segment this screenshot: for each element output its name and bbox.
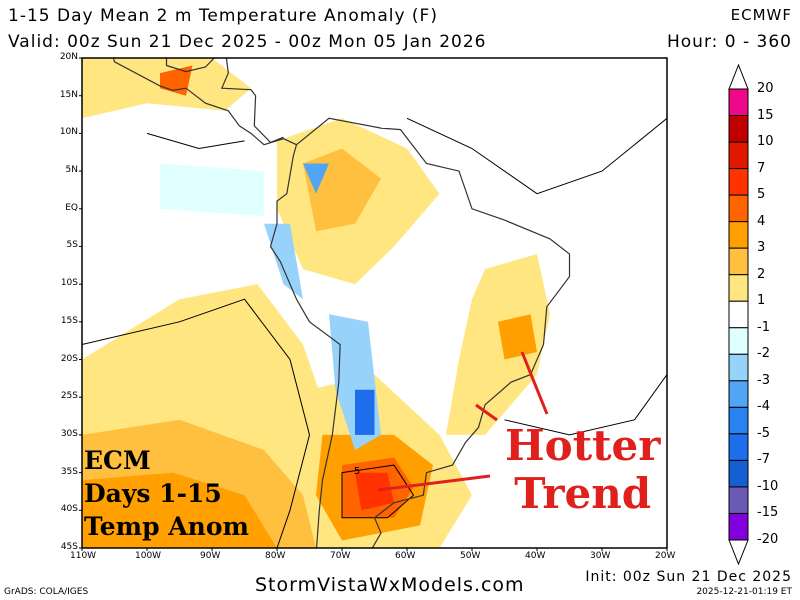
colorbar-swatch: [728, 512, 749, 541]
lon-tick-label: 90W: [200, 551, 221, 561]
colorbar-label: -10: [757, 478, 779, 494]
hot-core-argentina: [355, 472, 394, 511]
colorbar-label: 20: [757, 81, 774, 96]
lat-tick-label: 15S: [60, 315, 78, 326]
contour-line: [82, 298, 311, 548]
colorbar-swatch: [728, 247, 749, 276]
hotter-trend-annotation: Hotter Trend: [505, 422, 660, 518]
colorbar-label: 3: [757, 240, 766, 256]
colorbar-label: -15: [757, 505, 779, 521]
lat-tick-label: 20S: [60, 353, 78, 364]
lat-tick-label: 40S: [60, 504, 78, 515]
colorbar-top-arrow: [728, 63, 749, 90]
lat-tick-label: 45S: [60, 542, 78, 552]
colorbar-label: 7: [757, 160, 766, 176]
hotter-arrow: [475, 403, 498, 422]
lon-tick-label: 40W: [525, 551, 546, 561]
contour-line: [146, 132, 245, 150]
lon-tick-label: 30W: [590, 551, 611, 561]
lon-tick-label: 20W: [655, 551, 676, 561]
site-watermark: StormVistaWxModels.com: [255, 574, 525, 596]
colorbar-label: -5: [757, 425, 770, 441]
warm-anomaly-east-brazil: [446, 254, 550, 435]
lon-tick-label: 60W: [395, 551, 416, 561]
lon-tick-label: 50W: [460, 551, 481, 561]
colorbar-swatch: [728, 459, 749, 488]
hotter-arrow: [377, 474, 491, 492]
lat-tick-label: 20N: [59, 52, 78, 62]
colorbar-label: -20: [757, 532, 779, 547]
lat-tick-label: 5S: [66, 240, 78, 251]
colorbar-bottom-arrow: [728, 539, 749, 566]
contour-line: [504, 374, 667, 436]
lat-tick-label: 10S: [60, 278, 78, 289]
colorbar-swatch: [728, 194, 749, 223]
colorbar-swatch: [728, 221, 749, 249]
generated-timestamp: 2025-12-21-01:19 ET: [696, 587, 792, 597]
colorbar-swatch: [728, 141, 749, 170]
cool-anomaly-colombia: [303, 163, 329, 194]
map-title: 1-15 Day Mean 2 m Temperature Anomaly (F…: [8, 6, 438, 26]
grads-credit: GrADS: COLA/IGES: [4, 587, 89, 597]
colorbar-swatch: [728, 406, 749, 435]
init-time: Init: 00z Sun 21 Dec 2025: [585, 569, 792, 585]
ecm-annotation: ECM Days 1-15 Temp Anom: [84, 444, 249, 543]
contour-line: [406, 117, 667, 195]
map-frame: [81, 57, 668, 549]
lat-tick-label: 35S: [60, 466, 78, 477]
colorbar-label: -4: [757, 399, 770, 415]
colorbar-label: 2: [757, 266, 766, 282]
model-name: ECMWF: [730, 6, 792, 24]
lat-tick-label: 5N: [65, 165, 78, 176]
lon-tick-label: 70W: [330, 551, 351, 561]
colorbar-swatch: [728, 168, 749, 196]
colorbar-label: -1: [757, 319, 770, 335]
valid-period: Valid: 00z Sun 21 Dec 2025 - 00z Mon 05 …: [8, 32, 487, 52]
contour-line: [341, 464, 415, 519]
colorbar-label: 4: [757, 213, 766, 229]
ecm-line: Temp Anom: [84, 512, 249, 541]
cool-anomaly-andes: [355, 389, 375, 435]
lat-tick-label: 10N: [59, 127, 78, 138]
colorbar-label: 15: [757, 107, 774, 123]
cool-anomaly-pacific: [160, 163, 264, 217]
ecm-line: ECM: [84, 446, 151, 475]
central-america-coastline: [112, 58, 297, 146]
warm-anomaly-east-brazil: [498, 314, 537, 360]
colorbar-swatch: [728, 115, 749, 143]
hotter-line: Trend: [514, 469, 652, 518]
colorbar-label: -2: [757, 346, 770, 362]
anomaly-fills: [82, 58, 550, 548]
lat-tick-label: 15N: [59, 89, 78, 100]
lon-tick-label: 100W: [135, 551, 162, 561]
colorbar-swatch: [728, 353, 749, 382]
colorbar-swatch: [728, 88, 749, 117]
colorbar-swatch: [728, 274, 749, 302]
cool-anomaly-andes: [264, 223, 303, 300]
colorbar-label: -3: [757, 372, 770, 388]
colorbar-swatch: [728, 300, 749, 329]
colorbar-label: 10: [757, 134, 774, 150]
colorbar-label: 1: [757, 293, 766, 309]
lat-tick-label: 30S: [60, 428, 78, 439]
forecast-hours: Hour: 0 - 360: [667, 32, 792, 52]
warm-anomaly-south-pacific: [82, 472, 277, 548]
colorbar-swatch: [728, 486, 749, 514]
lat-tick-label: EQ: [65, 202, 78, 213]
lat-tick-label: 25S: [60, 391, 78, 402]
hotter-line: Hotter: [505, 421, 661, 470]
lon-tick-label: 80W: [265, 551, 286, 561]
colorbar-label: -7: [757, 452, 770, 468]
colorbar-swatch: [728, 433, 749, 461]
colorbar-swatch: [728, 380, 749, 408]
lon-tick-label: 110W: [70, 551, 97, 561]
contour-label: 5: [354, 466, 360, 477]
hotter-arrow: [520, 351, 549, 415]
colorbar-swatch: [728, 327, 749, 355]
ecm-line: Days 1-15: [84, 479, 222, 508]
colorbar-label: 5: [757, 187, 766, 203]
